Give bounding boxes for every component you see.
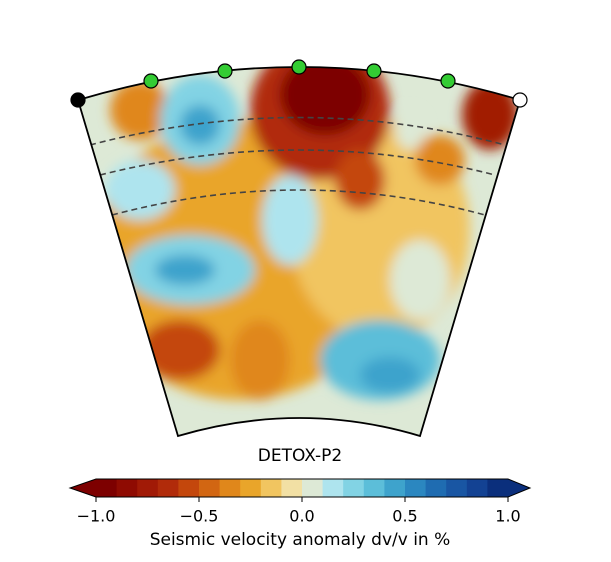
- colorbar-segment: [219, 479, 241, 497]
- colorbar-segment: [260, 479, 282, 497]
- colorbar-segment: [157, 479, 179, 497]
- x-tick-label: 0.5: [392, 507, 417, 526]
- stations: [70, 59, 528, 108]
- colorbar-segment: [178, 479, 200, 497]
- colorbar-segment: [137, 479, 159, 497]
- colorbar-segment: [322, 479, 344, 497]
- colorbar-segment: [343, 479, 365, 497]
- chart-title: DETOX-P2: [258, 446, 343, 466]
- colorbar-segment: [487, 479, 509, 497]
- colorbar-extend-max: [508, 479, 530, 497]
- section-outline: [76, 66, 522, 438]
- colorbar-segment: [281, 479, 303, 497]
- colorbar-segment: [466, 479, 488, 497]
- x-tick-label: −1.0: [77, 507, 116, 526]
- colorbar-extend-min: [70, 479, 96, 497]
- colorbar-segment: [199, 479, 221, 497]
- x-tick-label: −0.5: [180, 507, 219, 526]
- colorbar-segment: [405, 479, 427, 497]
- colorbar-segment: [425, 479, 447, 497]
- colorbar-segment: [116, 479, 138, 497]
- colorbar-label: Seismic velocity anomaly dv/v in %: [150, 530, 451, 550]
- colorbar-segment: [96, 479, 118, 497]
- colorbar-segment: [384, 479, 406, 497]
- x-tick-label: 1.0: [495, 507, 520, 526]
- x-tick-label: 0.0: [289, 507, 314, 526]
- colorbar-segment: [363, 479, 385, 497]
- colorbar-segment: [302, 479, 324, 497]
- colorbar-segment: [446, 479, 468, 497]
- tomography-section: [78, 67, 520, 436]
- colorbar-segment: [240, 479, 262, 497]
